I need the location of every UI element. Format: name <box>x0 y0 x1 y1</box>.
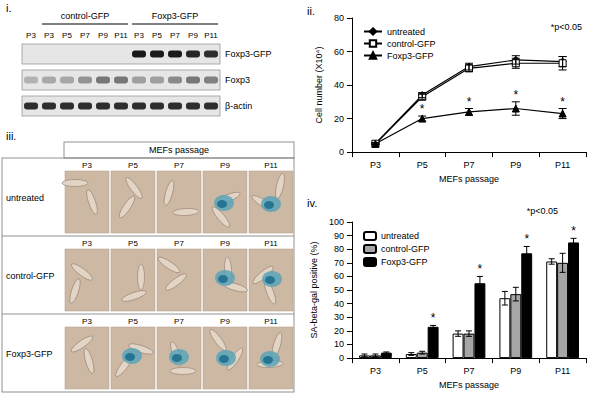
svg-text:*: * <box>431 311 436 325</box>
svg-text:untreated: untreated <box>381 231 419 241</box>
svg-text:100: 100 <box>329 217 344 227</box>
svg-text:*: * <box>524 232 529 246</box>
svg-text:20: 20 <box>334 326 344 336</box>
svg-text:40: 40 <box>334 299 344 309</box>
svg-text:90: 90 <box>334 231 344 241</box>
svg-text:untreated: untreated <box>6 193 44 203</box>
svg-text:P11: P11 <box>204 31 218 40</box>
svg-text:β-actin: β-actin <box>225 101 252 111</box>
svg-text:P11: P11 <box>114 31 128 40</box>
svg-text:0: 0 <box>339 147 344 157</box>
svg-text:20: 20 <box>334 114 344 124</box>
svg-text:P5: P5 <box>417 366 428 376</box>
svg-text:iii.: iii. <box>6 130 16 142</box>
svg-text:P5: P5 <box>152 31 162 40</box>
svg-text:P9: P9 <box>220 161 230 170</box>
svg-text:P11: P11 <box>264 317 278 326</box>
svg-text:P7: P7 <box>463 366 474 376</box>
svg-text:50: 50 <box>334 285 344 295</box>
svg-text:*: * <box>560 95 565 109</box>
svg-text:P3: P3 <box>82 239 92 248</box>
svg-text:P5: P5 <box>128 239 138 248</box>
svg-text:MEFs passage: MEFs passage <box>439 380 499 390</box>
svg-text:P11: P11 <box>264 161 278 170</box>
svg-text:*: * <box>478 262 483 276</box>
svg-text:0: 0 <box>339 353 344 363</box>
svg-text:SA-beta-gal positive (%): SA-beta-gal positive (%) <box>309 242 319 339</box>
svg-text:*: * <box>571 224 576 238</box>
svg-text:10: 10 <box>334 339 344 349</box>
svg-text:iv.: iv. <box>307 197 317 209</box>
svg-text:70: 70 <box>334 258 344 268</box>
svg-text:P9: P9 <box>220 317 230 326</box>
svg-text:P5: P5 <box>417 160 428 170</box>
svg-text:P9: P9 <box>510 160 521 170</box>
svg-text:P7: P7 <box>80 31 90 40</box>
svg-text:ii.: ii. <box>307 5 315 17</box>
svg-text:P7: P7 <box>174 239 184 248</box>
svg-text:*p<0.05: *p<0.05 <box>527 206 558 216</box>
svg-text:P11: P11 <box>555 160 570 170</box>
svg-text:P3: P3 <box>26 31 36 40</box>
svg-text:P9: P9 <box>188 31 198 40</box>
svg-text:P7: P7 <box>174 161 184 170</box>
svg-text:P3: P3 <box>370 160 381 170</box>
svg-text:untreated: untreated <box>387 27 425 37</box>
svg-text:30: 30 <box>334 312 344 322</box>
svg-text:P11: P11 <box>555 366 570 376</box>
svg-text:Foxp3-GFP: Foxp3-GFP <box>381 257 428 267</box>
svg-text:P9: P9 <box>510 366 521 376</box>
svg-text:*: * <box>467 95 472 109</box>
svg-text:control-GFP: control-GFP <box>6 271 55 281</box>
svg-text:*p<0.05: *p<0.05 <box>551 22 582 32</box>
svg-text:Foxp3-GFP: Foxp3-GFP <box>387 51 434 61</box>
svg-text:Foxp3-GFP: Foxp3-GFP <box>225 49 272 59</box>
svg-text:P3: P3 <box>134 31 144 40</box>
svg-text:P5: P5 <box>62 31 72 40</box>
svg-text:Cell number (X10⁴): Cell number (X10⁴) <box>314 47 324 124</box>
svg-text:40: 40 <box>334 80 344 90</box>
svg-text:MEFs passage: MEFs passage <box>149 145 209 155</box>
svg-text:MEFs passage: MEFs passage <box>439 174 499 184</box>
svg-text:80: 80 <box>334 13 344 23</box>
svg-text:control-GFP: control-GFP <box>61 11 110 21</box>
svg-text:Foxp3-GFP: Foxp3-GFP <box>152 11 199 21</box>
svg-text:60: 60 <box>334 47 344 57</box>
svg-text:P7: P7 <box>174 317 184 326</box>
svg-text:P3: P3 <box>44 31 54 40</box>
svg-text:P9: P9 <box>98 31 108 40</box>
svg-text:Foxp3: Foxp3 <box>225 75 250 85</box>
svg-text:P5: P5 <box>128 161 138 170</box>
svg-text:Foxp3-GFP: Foxp3-GFP <box>6 349 53 359</box>
svg-text:*: * <box>513 88 518 102</box>
svg-text:P3: P3 <box>82 317 92 326</box>
svg-text:P11: P11 <box>264 239 278 248</box>
svg-text:P5: P5 <box>128 317 138 326</box>
svg-text:80: 80 <box>334 244 344 254</box>
svg-text:i.: i. <box>6 2 12 14</box>
svg-text:P7: P7 <box>463 160 474 170</box>
svg-text:control-GFP: control-GFP <box>381 244 430 254</box>
svg-text:P7: P7 <box>170 31 180 40</box>
svg-text:60: 60 <box>334 271 344 281</box>
svg-text:P9: P9 <box>220 239 230 248</box>
svg-text:control-GFP: control-GFP <box>387 39 436 49</box>
svg-text:P3: P3 <box>370 366 381 376</box>
svg-text:*: * <box>420 102 425 116</box>
svg-text:P3: P3 <box>82 161 92 170</box>
